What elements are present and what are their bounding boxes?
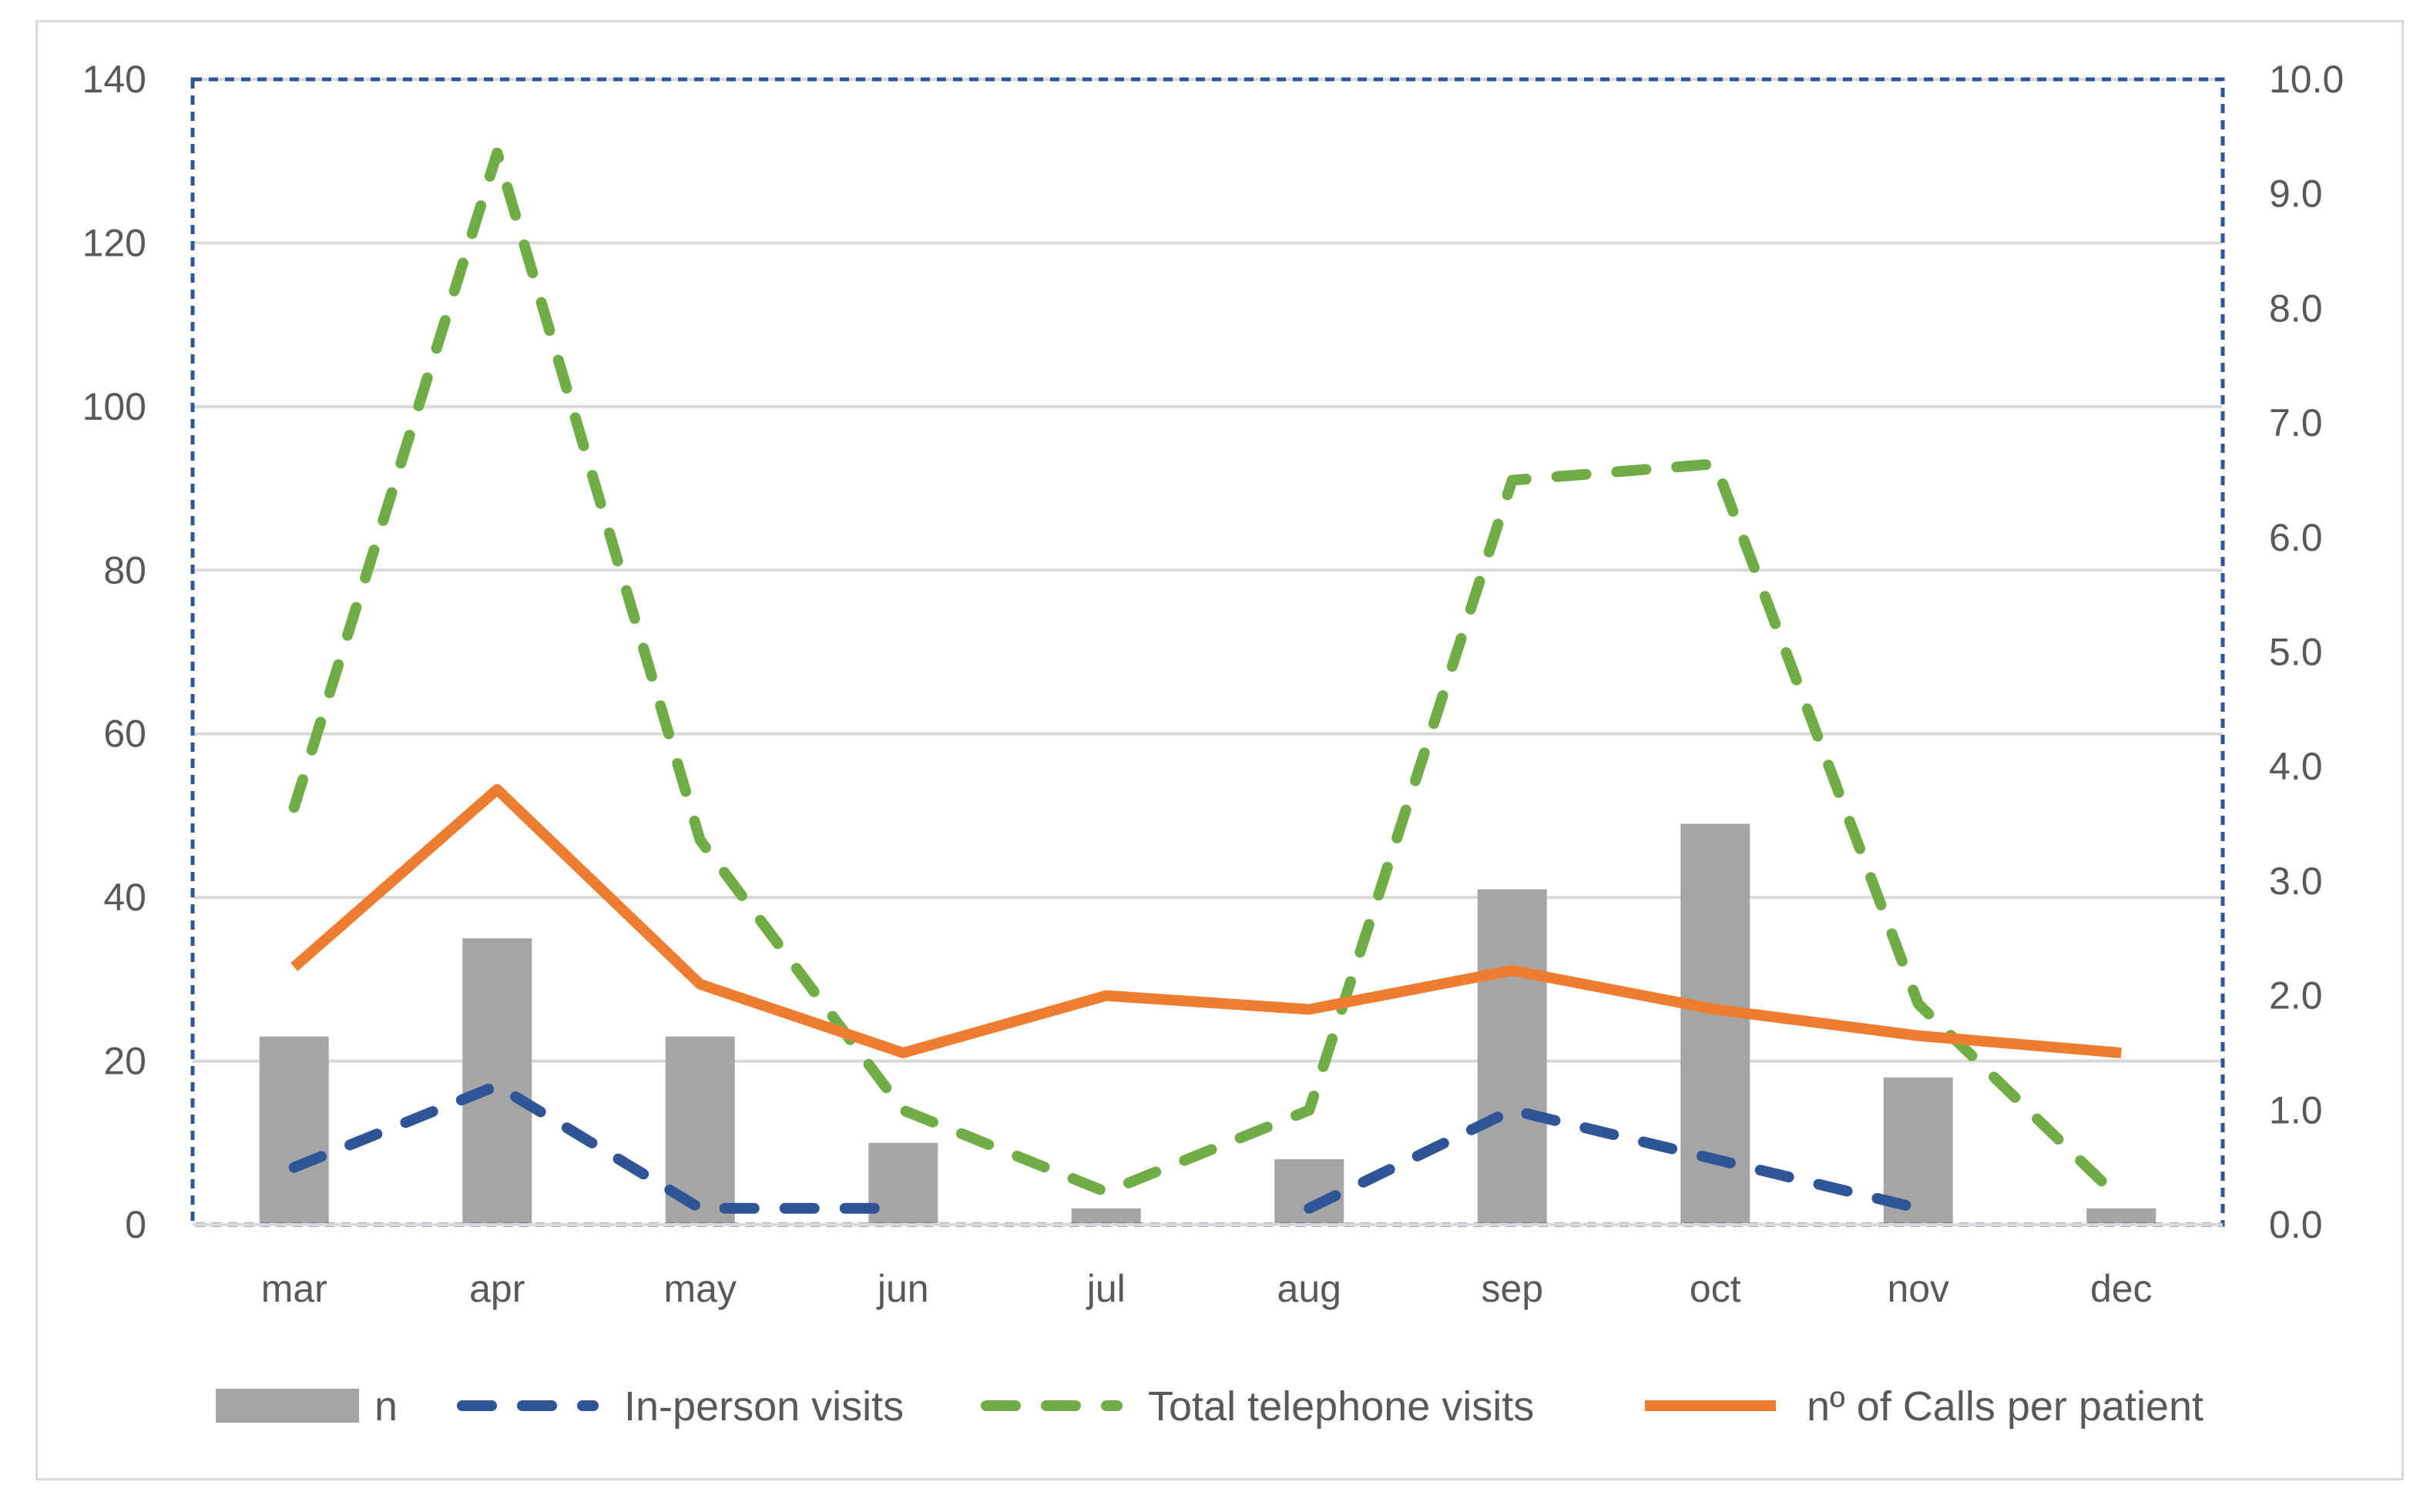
left-axis-tick-label: 120 (82, 221, 146, 264)
gridlines (193, 78, 2223, 1063)
x-axis-tick-label: oct (1690, 1267, 1741, 1310)
bar-n (1071, 1208, 1141, 1225)
legend-label-total-telephone-visits: Total telephone visits (1148, 1383, 1534, 1430)
right-axis-tick-label: 6.0 (2269, 516, 2323, 559)
legend-label-in-person-visits: In-person visits (624, 1383, 904, 1430)
legend-swatch-n (216, 1389, 359, 1423)
right-axis-tick-label: 1.0 (2269, 1088, 2323, 1131)
bar-n (868, 1142, 938, 1225)
right-axis-tick-label: 3.0 (2269, 860, 2323, 903)
right-y-axis: 0.0 1.0 2.0 3.0 4.0 5.0 6.0 7.0 8.0 9.0 10.0 (2269, 58, 2344, 1246)
x-axis-tick-label: mar (261, 1267, 327, 1310)
right-axis-tick-label: 7.0 (2269, 401, 2323, 444)
bar-n (2086, 1208, 2156, 1225)
line-n-of-calls-per-patient (290, 783, 2122, 1058)
right-axis-tick-label: 4.0 (2269, 745, 2323, 788)
x-axis-tick-label: sep (1481, 1267, 1543, 1310)
left-axis-tick-label: 80 (103, 548, 146, 592)
bar-n (259, 1036, 329, 1225)
line-in-person-visits (288, 1080, 909, 1214)
right-axis-tick-label: 2.0 (2269, 974, 2323, 1017)
bar-n (462, 938, 532, 1225)
left-axis-tick-label: 20 (103, 1040, 146, 1083)
x-axis-tick-label: dec (2090, 1267, 2153, 1310)
bar-n (1477, 889, 1547, 1225)
right-axis-tick-label: 10.0 (2269, 58, 2344, 101)
right-axis-tick-label: 9.0 (2269, 173, 2323, 216)
right-axis-tick-label: 0.0 (2269, 1203, 2323, 1246)
left-axis-tick-label: 60 (103, 712, 146, 756)
x-axis-tick-label: apr (469, 1267, 525, 1310)
legend-label-n-of-calls-per-patient: nº of Calls per patient (1807, 1383, 2203, 1430)
chart-frame (35, 20, 2404, 1480)
x-axis: mar apr may jun jul aug sep oct nov dec (193, 1223, 2223, 1310)
x-axis-tick-label: may (664, 1267, 737, 1310)
bar-series-n (259, 823, 2156, 1225)
line-total-telephone-visits (288, 147, 2127, 1206)
x-axis-tick-label: aug (1277, 1267, 1341, 1310)
legend-label-n: n (374, 1383, 398, 1430)
x-axis-tick-label: jul (1086, 1267, 1126, 1310)
left-y-axis: 0 20 40 60 80 100 120 140 (82, 58, 146, 1246)
right-axis-tick-label: 8.0 (2269, 287, 2323, 330)
left-axis-tick-label: 100 (82, 385, 146, 428)
line-in-person-visits (1304, 1105, 1924, 1214)
legend: n In-person visits Total telephone visits n… (216, 1383, 2203, 1430)
x-axis-tick-label: nov (1887, 1267, 1949, 1310)
line-series (288, 147, 2127, 1214)
x-axis-tick-label: jun (876, 1267, 929, 1310)
left-axis-tick-label: 40 (103, 876, 146, 919)
left-axis-tick-label: 140 (82, 58, 146, 101)
right-axis-tick-label: 5.0 (2269, 631, 2323, 674)
left-axis-tick-label: 0 (125, 1203, 146, 1246)
